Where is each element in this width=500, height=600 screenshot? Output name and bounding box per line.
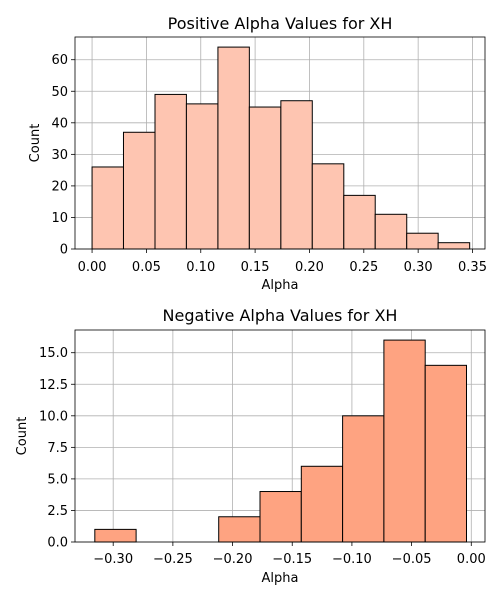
x-tick-label: 0.35 [458, 260, 487, 275]
y-axis-label: Count [15, 417, 30, 456]
histogram-bar [343, 194, 376, 250]
axes-frame [74, 36, 486, 250]
chart-title: Positive Alpha Values for XH [168, 14, 393, 33]
y-tick-label: 10 [51, 211, 68, 226]
x-tick-label: 0.05 [132, 260, 161, 275]
histogram-bar [259, 491, 302, 543]
histogram-bar [406, 232, 439, 250]
histogram-bar [217, 46, 250, 250]
x-tick-label: −0.10 [332, 552, 372, 567]
histogram-bar [280, 100, 313, 250]
x-tick-label: 0.00 [457, 552, 486, 567]
y-tick-label: 5.0 [47, 472, 68, 487]
y-tick-label: 30 [51, 148, 68, 163]
chart-2: −0.30 −0.25 −0.20 −0.15 −0.10 −0.05 0.00 0.0 2.5… [15, 306, 486, 586]
histogram-bar [91, 166, 124, 250]
x-tick-label: −0.15 [272, 552, 312, 567]
histogram-bar [424, 364, 467, 543]
histogram-bar [218, 516, 261, 543]
y-tick-label: 0 [60, 243, 68, 258]
histogram-bar [154, 93, 187, 250]
x-axis-label: Alpha [262, 278, 299, 293]
x-tick-label: 0.00 [78, 260, 107, 275]
histogram-bar [311, 163, 345, 250]
y-tick-label: 60 [51, 53, 68, 68]
x-tick-label: 0.25 [349, 260, 378, 275]
histogram-bar [300, 465, 344, 543]
y-tick-label: 40 [51, 116, 68, 131]
x-tick-label: 0.30 [404, 260, 433, 275]
x-tick-label: −0.30 [93, 552, 133, 567]
y-tick-label: 10.0 [39, 409, 68, 424]
x-tick-label: 0.15 [241, 260, 270, 275]
x-tick-label: −0.20 [213, 552, 253, 567]
histogram-bar [122, 131, 156, 250]
y-tick-label: 2.5 [47, 504, 68, 519]
y-tick-label: 50 [51, 85, 68, 100]
axes-frame [74, 329, 486, 543]
x-tick-label: 0.20 [295, 260, 324, 275]
y-tick-label: 20 [51, 179, 68, 194]
x-axis-label: Alpha [262, 571, 299, 586]
x-tick-label: −0.25 [153, 552, 193, 567]
histogram-bar [94, 528, 137, 543]
histogram-bar [342, 415, 385, 543]
histogram-bar [248, 106, 282, 250]
y-tick-label: 0.0 [47, 536, 68, 551]
y-tick-label: 12.5 [39, 378, 68, 393]
y-axis-label: Count [28, 124, 43, 163]
chart-title: Negative Alpha Values for XH [163, 306, 398, 325]
histogram-bar [383, 339, 426, 543]
y-tick-label: 15.0 [39, 346, 68, 361]
histogram-bar [437, 242, 471, 250]
histogram-bar [374, 213, 408, 250]
histogram-bar [185, 103, 219, 250]
y-tick-label: 7.5 [47, 441, 68, 456]
x-tick-label: −0.05 [392, 552, 432, 567]
x-tick-label: 0.10 [186, 260, 215, 275]
chart-1: 0.00 0.05 0.10 0.15 0.20 0.25 0.30 0.35 0 10 20 30 4… [28, 14, 487, 293]
